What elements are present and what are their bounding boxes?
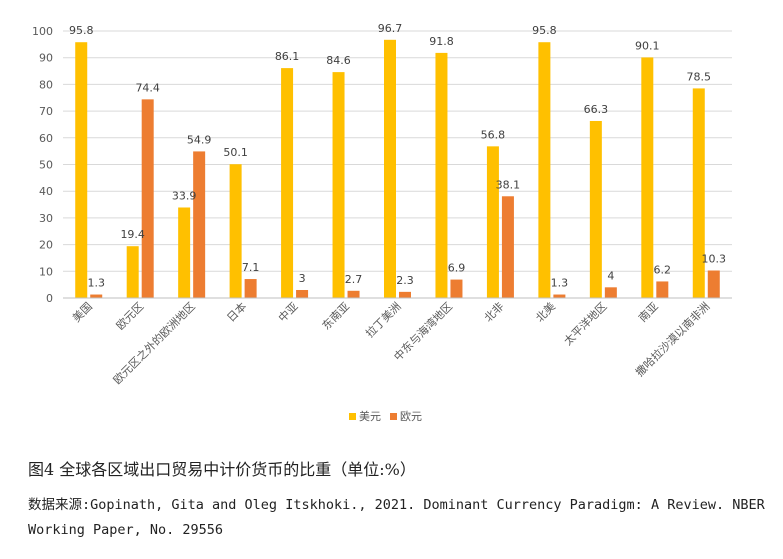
bar-usd: [75, 42, 88, 298]
y-tick-label: 90: [39, 52, 53, 65]
data-label: 6.2: [654, 263, 672, 276]
bar-eur: [399, 291, 411, 298]
bar-eur: [193, 151, 206, 298]
bar-eur: [450, 279, 463, 298]
x-tick-label: 中亚: [276, 300, 301, 325]
data-label: 4: [607, 269, 614, 282]
bar-eur: [244, 279, 257, 298]
x-tick-label: 欧元区之外的欧洲地区: [110, 299, 198, 387]
bars: [75, 39, 720, 299]
bar-eur: [296, 289, 309, 298]
bar-eur: [347, 290, 360, 298]
x-tick-label: 南亚: [636, 300, 661, 325]
data-label: 86.1: [275, 50, 300, 63]
bar-usd: [229, 164, 242, 298]
data-label: 38.1: [496, 178, 521, 191]
data-label: 2.3: [396, 274, 414, 287]
bar-usd: [538, 42, 551, 298]
bar-eur: [141, 99, 154, 299]
x-tick-label: 美国: [70, 300, 95, 325]
data-label: 74.4: [135, 81, 160, 94]
legend: 美元 欧元: [349, 410, 422, 423]
y-tick-label: 0: [46, 292, 53, 305]
data-label: 7.1: [242, 261, 260, 274]
y-tick-label: 50: [39, 159, 53, 172]
figure-caption: 图4 全球各区域出口贸易中计价货币的比重（单位:%）: [28, 460, 416, 479]
bar-usd: [332, 72, 345, 298]
y-tick-label: 70: [39, 105, 53, 118]
bar-usd: [435, 52, 448, 299]
bar-eur: [604, 287, 617, 298]
bar-usd: [589, 120, 602, 298]
bar-usd: [281, 68, 294, 298]
gridlines: [63, 30, 732, 299]
data-labels: 95.8 1.3 19.4 74.4 33.9 54.9 50.1 7.1 86.1 3 84.6 2…: [69, 22, 726, 290]
x-tick-label: 北非: [482, 300, 507, 325]
data-label: 95.8: [532, 24, 557, 37]
data-label: 1.3: [551, 277, 569, 290]
legend-swatch: [349, 413, 356, 420]
y-tick-label: 60: [39, 132, 53, 145]
bar-usd: [384, 39, 396, 298]
data-label: 84.6: [326, 54, 351, 67]
bar-usd: [486, 146, 499, 298]
data-label: 78.5: [687, 70, 712, 83]
data-label: 33.9: [172, 189, 197, 202]
bar-eur: [656, 281, 669, 298]
data-label: 6.9: [448, 262, 466, 275]
data-label: 2.7: [345, 273, 363, 286]
data-label: 56.8: [481, 128, 506, 141]
data-label: 95.8: [69, 24, 94, 37]
data-label: 10.3: [702, 252, 727, 265]
data-label: 91.8: [429, 35, 454, 48]
y-tick-label: 10: [39, 265, 53, 278]
data-label: 90.1: [635, 39, 660, 52]
data-label: 66.3: [584, 103, 609, 116]
bar-usd: [641, 57, 654, 298]
y-tick-label: 30: [39, 212, 53, 225]
y-tick-label: 40: [39, 185, 53, 198]
bar-eur: [501, 196, 514, 298]
legend-swatch: [390, 413, 397, 420]
legend-label: 美元: [359, 410, 381, 423]
x-tick-label: 日本: [224, 299, 249, 324]
y-tick-label: 20: [39, 239, 53, 252]
data-label: 96.7: [378, 22, 403, 35]
bar-usd: [178, 207, 191, 298]
data-label: 50.1: [223, 146, 248, 159]
x-tick-label: 太平洋地区: [561, 299, 610, 348]
bar-usd: [126, 246, 139, 298]
data-label: 1.3: [87, 277, 105, 290]
y-tick-label: 80: [39, 78, 53, 91]
x-tick-label: 北美: [533, 300, 558, 325]
y-axis: 0 10 20 30 40 50 60 70 80 90 100: [32, 25, 53, 305]
bar-usd: [692, 88, 705, 298]
bar-eur: [707, 270, 720, 298]
source-note: 数据来源:Gopinath, Gita and Oleg Itskhoki., …: [28, 497, 765, 538]
data-label: 3: [299, 272, 306, 285]
x-tick-label: 拉丁美洲: [363, 299, 404, 340]
bar-eur: [553, 294, 566, 298]
data-label: 19.4: [120, 228, 145, 241]
data-label: 54.9: [187, 133, 212, 146]
y-tick-label: 100: [32, 25, 53, 38]
x-tick-label: 东南亚: [320, 300, 353, 333]
bar-eur: [90, 294, 103, 298]
legend-label: 欧元: [400, 410, 422, 423]
x-tick-label: 欧元区: [114, 300, 147, 333]
